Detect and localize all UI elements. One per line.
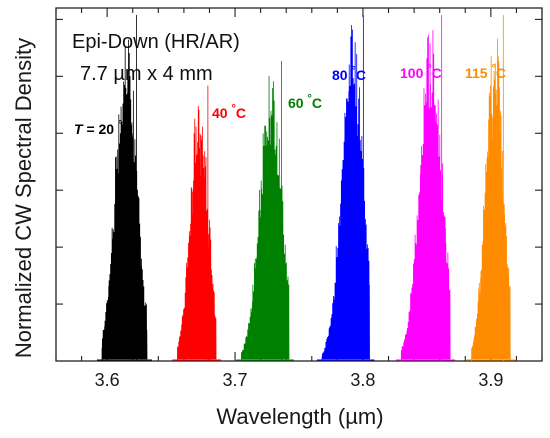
series-label: 115 °C bbox=[465, 63, 506, 81]
x-tick-label: 3.8 bbox=[350, 370, 375, 390]
series-label: T = 20 °C bbox=[74, 119, 133, 137]
spectrum-series bbox=[321, 15, 370, 361]
x-tick-label: 3.7 bbox=[223, 370, 248, 390]
x-tick-labels: 3.6 3.7 3.8 3.9 bbox=[95, 370, 504, 390]
series-label: 60 °C bbox=[288, 93, 322, 111]
spectrum-series bbox=[177, 85, 217, 361]
plot-frame bbox=[55, 7, 543, 362]
x-tick-label: 3.6 bbox=[95, 370, 120, 390]
annotation-line-2: 7.7 µm x 4 mm bbox=[80, 63, 213, 85]
spectrum-series bbox=[101, 15, 148, 361]
y-axis-title: Normalized CW Spectral Density bbox=[11, 38, 36, 358]
series-label: 100 °C bbox=[400, 63, 442, 81]
temperature-labels: T = 20 °C 40 °C 60 °C 80 °C 100 °C 115 °C bbox=[74, 63, 506, 137]
series-label: 40 °C bbox=[212, 103, 246, 121]
series-label: 80 °C bbox=[332, 65, 366, 83]
x-axis-title: Wavelength (µm) bbox=[216, 404, 383, 429]
spectra-group bbox=[96, 15, 516, 361]
spectrum-series bbox=[471, 15, 511, 361]
spectrum-series bbox=[400, 15, 451, 361]
annotation-line-1: Epi-Down (HR/AR) bbox=[72, 31, 240, 53]
x-tick-label: 3.9 bbox=[478, 370, 503, 390]
spectrum-series bbox=[241, 60, 290, 361]
